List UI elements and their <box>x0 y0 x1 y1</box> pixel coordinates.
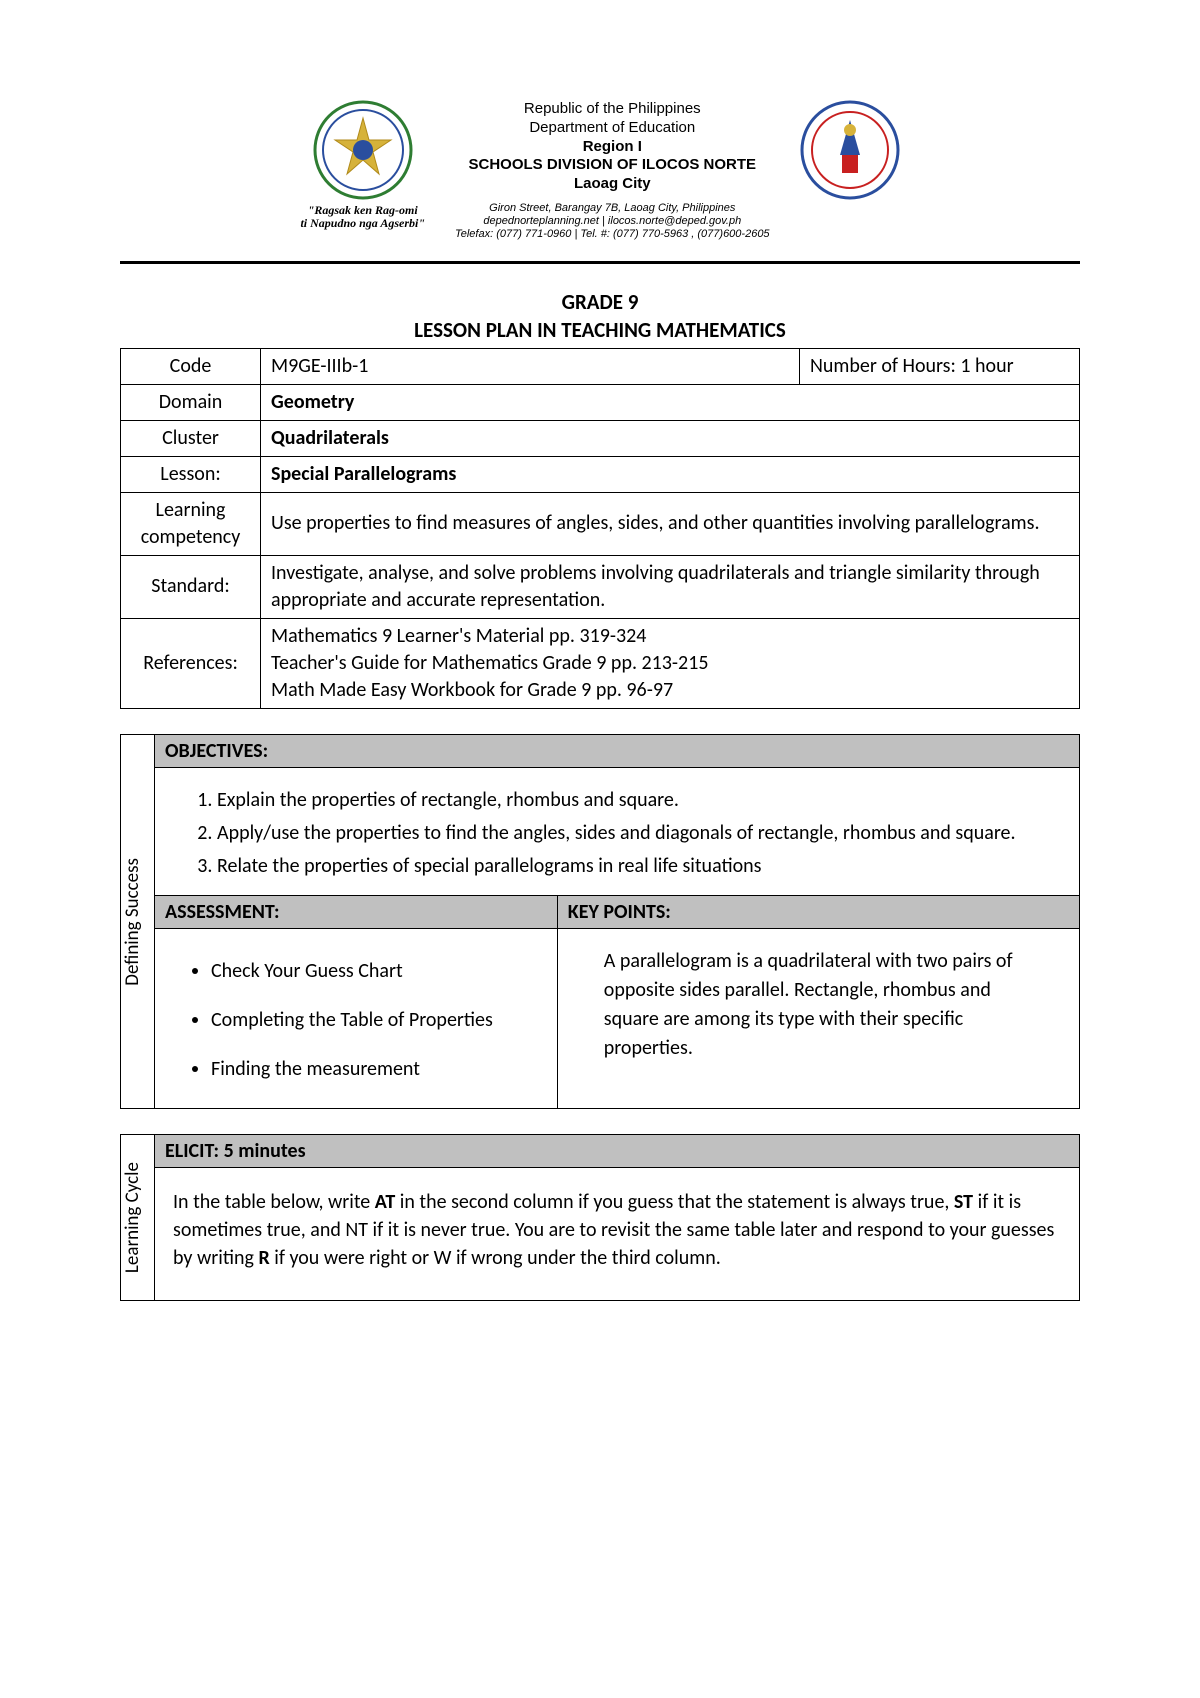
assessment-item: Finding the measurement <box>211 1045 527 1094</box>
elicit-at: AT <box>375 1190 395 1214</box>
code-value: M9GE-IIIb-1 <box>261 348 800 384</box>
code-label: Code <box>121 348 261 384</box>
elicit-r: R <box>258 1246 269 1270</box>
keypoints-body: A parallelogram is a quadrilateral with … <box>558 929 1079 1077</box>
keypoints-head: KEY POINTS: <box>558 896 1079 929</box>
table-row: Cluster Quadrilaterals <box>121 420 1080 456</box>
assessment-head: ASSESSMENT: <box>155 896 557 929</box>
std-label: Standard: <box>121 555 261 618</box>
hdr-addr1: Giron Street, Barangay 7B, Laoag City, P… <box>455 202 770 215</box>
motto: "Ragsak ken Rag-omi ti Napudno nga Agser… <box>300 204 425 230</box>
assessment-list: Check Your Guess Chart Completing the Ta… <box>211 947 527 1094</box>
ref1: Mathematics 9 Learner's Material pp. 319… <box>271 624 646 648</box>
cycle-side-text: Learning Cycle <box>121 1162 144 1273</box>
motto-line2: ti Napudno nga Agserbi" <box>300 216 425 230</box>
table-row: Standard: Investigate, analyse, and solv… <box>121 555 1080 618</box>
motto-line1: "Ragsak ken Rag-omi <box>308 203 418 217</box>
doc-title: GRADE 9 LESSON PLAN IN TEACHING MATHEMAT… <box>120 289 1080 344</box>
hdr-addr2: depednorteplanning.net | ilocos.norte@de… <box>455 215 770 228</box>
objectives-head: OBJECTIVES: <box>155 735 1079 768</box>
elicit-head: ELICIT: 5 minutes <box>155 1135 1079 1168</box>
cluster-value: Quadrilaterals <box>261 420 1080 456</box>
domain-value: Geometry <box>261 384 1080 420</box>
ref-value: Mathematics 9 Learner's Material pp. 319… <box>261 618 1080 708</box>
lesson-info-table: Code M9GE-IIIb-1 Number of Hours: 1 hour… <box>120 348 1080 709</box>
deped-seal-icon <box>313 100 413 200</box>
objectives-list: Explain the properties of rectangle, rho… <box>217 784 1059 883</box>
domain-label: Domain <box>121 384 261 420</box>
objective-item: Apply/use the properties to find the ang… <box>217 817 1059 850</box>
ref2: Teacher's Guide for Mathematics Grade 9 … <box>271 651 708 675</box>
lesson-label: Lesson: <box>121 456 261 492</box>
elicit-st: ST <box>954 1190 973 1214</box>
objective-item: Explain the properties of rectangle, rho… <box>217 784 1059 817</box>
assessment-cell: ASSESSMENT: Check Your Guess Chart Compl… <box>155 895 558 1108</box>
hdr-region: Region I <box>455 138 770 157</box>
assessment-item: Completing the Table of Properties <box>211 996 527 1045</box>
table-row: References: Mathematics 9 Learner's Mate… <box>121 618 1080 708</box>
learning-cycle-section: Learning Cycle ELICIT: 5 minutes In the … <box>120 1134 1080 1301</box>
elicit-text: in the second column if you guess that t… <box>395 1190 954 1214</box>
table-row: Learning competency Use properties to fi… <box>121 492 1080 555</box>
defining-success-section: Defining Success OBJECTIVES: Explain the… <box>120 734 1080 1109</box>
table-row: Domain Geometry <box>121 384 1080 420</box>
objectives-cell: OBJECTIVES: Explain the properties of re… <box>155 734 1080 895</box>
left-logo-col: "Ragsak ken Rag-omi ti Napudno nga Agser… <box>300 100 425 230</box>
elicit-cell: ELICIT: 5 minutes In the table below, wr… <box>155 1134 1080 1300</box>
keypoints-cell: KEY POINTS: A parallelogram is a quadril… <box>557 895 1079 1108</box>
hdr-division: SCHOOLS DIVISION OF ILOCOS NORTE <box>455 156 770 175</box>
lesson-value: Special Parallelograms <box>261 456 1080 492</box>
hdr-city: Laoag City <box>455 175 770 194</box>
letterhead: "Ragsak ken Rag-omi ti Napudno nga Agser… <box>120 100 1080 241</box>
lc-label: Learning competency <box>121 492 261 555</box>
assessment-item: Check Your Guess Chart <box>211 947 527 996</box>
cycle-side-label: Learning Cycle <box>121 1134 155 1300</box>
ref3: Math Made Easy Workbook for Grade 9 pp. … <box>271 678 673 702</box>
cluster-label: Cluster <box>121 420 261 456</box>
elicit-text: if you were right or W if wrong under th… <box>270 1246 721 1270</box>
objective-item: Relate the properties of special paralle… <box>217 850 1059 883</box>
hdr-republic: Republic of the Philippines <box>455 100 770 119</box>
ref-label: References: <box>121 618 261 708</box>
std-value: Investigate, analyse, and solve problems… <box>261 555 1080 618</box>
plan-title: LESSON PLAN IN TEACHING MATHEMATICS <box>120 317 1080 344</box>
lc-value: Use properties to find measures of angle… <box>261 492 1080 555</box>
table-row: Lesson: Special Parallelograms <box>121 456 1080 492</box>
grade-title: GRADE 9 <box>120 289 1080 316</box>
defining-side-label: Defining Success <box>121 734 155 1108</box>
table-row: Code M9GE-IIIb-1 Number of Hours: 1 hour <box>121 348 1080 384</box>
header-center: Republic of the Philippines Department o… <box>455 100 770 241</box>
hdr-dept: Department of Education <box>455 119 770 138</box>
elicit-text: In the table below, write <box>173 1190 375 1214</box>
elicit-body: In the table below, write AT in the seco… <box>155 1168 1079 1300</box>
objectives-body: Explain the properties of rectangle, rho… <box>155 768 1079 895</box>
hours-value: Number of Hours: 1 hour <box>800 348 1080 384</box>
header-divider <box>120 261 1080 264</box>
hdr-addr3: Telefax: (077) 771-0960 | Tel. #: (077) … <box>455 228 770 241</box>
defining-side-text: Defining Success <box>121 858 144 986</box>
kagawaran-seal-icon <box>800 100 900 200</box>
assessment-body: Check Your Guess Chart Completing the Ta… <box>155 929 557 1108</box>
